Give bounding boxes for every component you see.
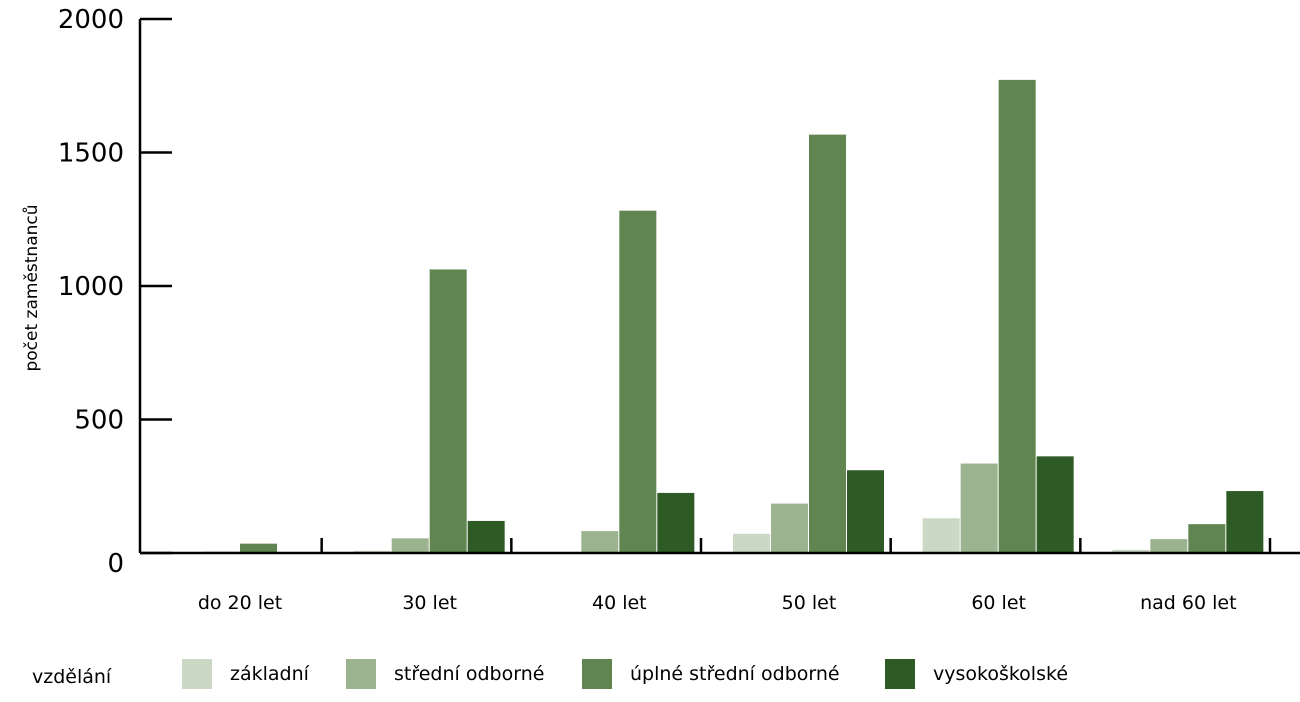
y-tick-label: 500: [74, 406, 124, 436]
x-axis: do 20 let 30 let 40 let 50 let 60 let nad 60 …: [140, 538, 1300, 614]
y-axis: 0 500 1000 1500 2000: [58, 5, 172, 579]
bar-chart: 0 500 1000 1500 2000 do 20 let 30 let 40 let 50…: [22, 5, 1300, 614]
x-tick-label: 40 let: [592, 592, 647, 614]
bar: [847, 470, 884, 553]
y-tick-label: 0: [107, 549, 124, 579]
bar: [1226, 491, 1264, 553]
legend-swatch: [582, 659, 612, 689]
bar: [391, 538, 429, 553]
legend-item: úplné střední odborné: [582, 658, 840, 690]
bar: [467, 520, 505, 553]
bar: [809, 134, 846, 553]
bar: [922, 518, 960, 553]
y-tick-label: 2000: [58, 5, 124, 35]
bar: [733, 533, 770, 553]
y-axis-label: počet zaměstnanců: [22, 204, 42, 371]
bar: [581, 531, 619, 553]
x-tick-label: nad 60 let: [1140, 592, 1236, 614]
bar: [657, 492, 695, 553]
bar: [960, 463, 998, 553]
y-tick-label: 1000: [58, 272, 124, 302]
x-tick-label: do 20 let: [198, 592, 282, 614]
bar: [1150, 539, 1188, 553]
legend-swatch: [885, 659, 915, 689]
bar: [1188, 524, 1226, 553]
bar: [998, 79, 1036, 553]
x-tick-label: 30 let: [402, 592, 457, 614]
x-tick-label: 50 let: [782, 592, 837, 614]
legend-item: střední odborné: [346, 658, 544, 690]
y-tick-label: 1500: [58, 139, 124, 169]
legend-swatch: [346, 659, 376, 689]
bar: [1036, 456, 1074, 553]
bar: [771, 503, 808, 553]
legend-item: vysokoškolské: [885, 658, 1068, 690]
legend-label: úplné střední odborné: [630, 663, 840, 685]
legend-swatch: [182, 659, 212, 689]
bars: [164, 79, 1264, 553]
legend-title: vzdělání: [32, 666, 112, 688]
legend: vzdělání základní střední odborné úplné st…: [0, 659, 1300, 702]
x-tick-label: 60 let: [971, 592, 1026, 614]
bar: [240, 543, 277, 553]
legend-label: základní: [230, 663, 309, 685]
bar: [619, 210, 657, 553]
bar: [1112, 549, 1150, 553]
bar: [429, 269, 467, 553]
legend-item: základní: [182, 658, 309, 690]
legend-label: střední odborné: [394, 663, 545, 685]
legend-label: vysokoškolské: [933, 663, 1069, 685]
